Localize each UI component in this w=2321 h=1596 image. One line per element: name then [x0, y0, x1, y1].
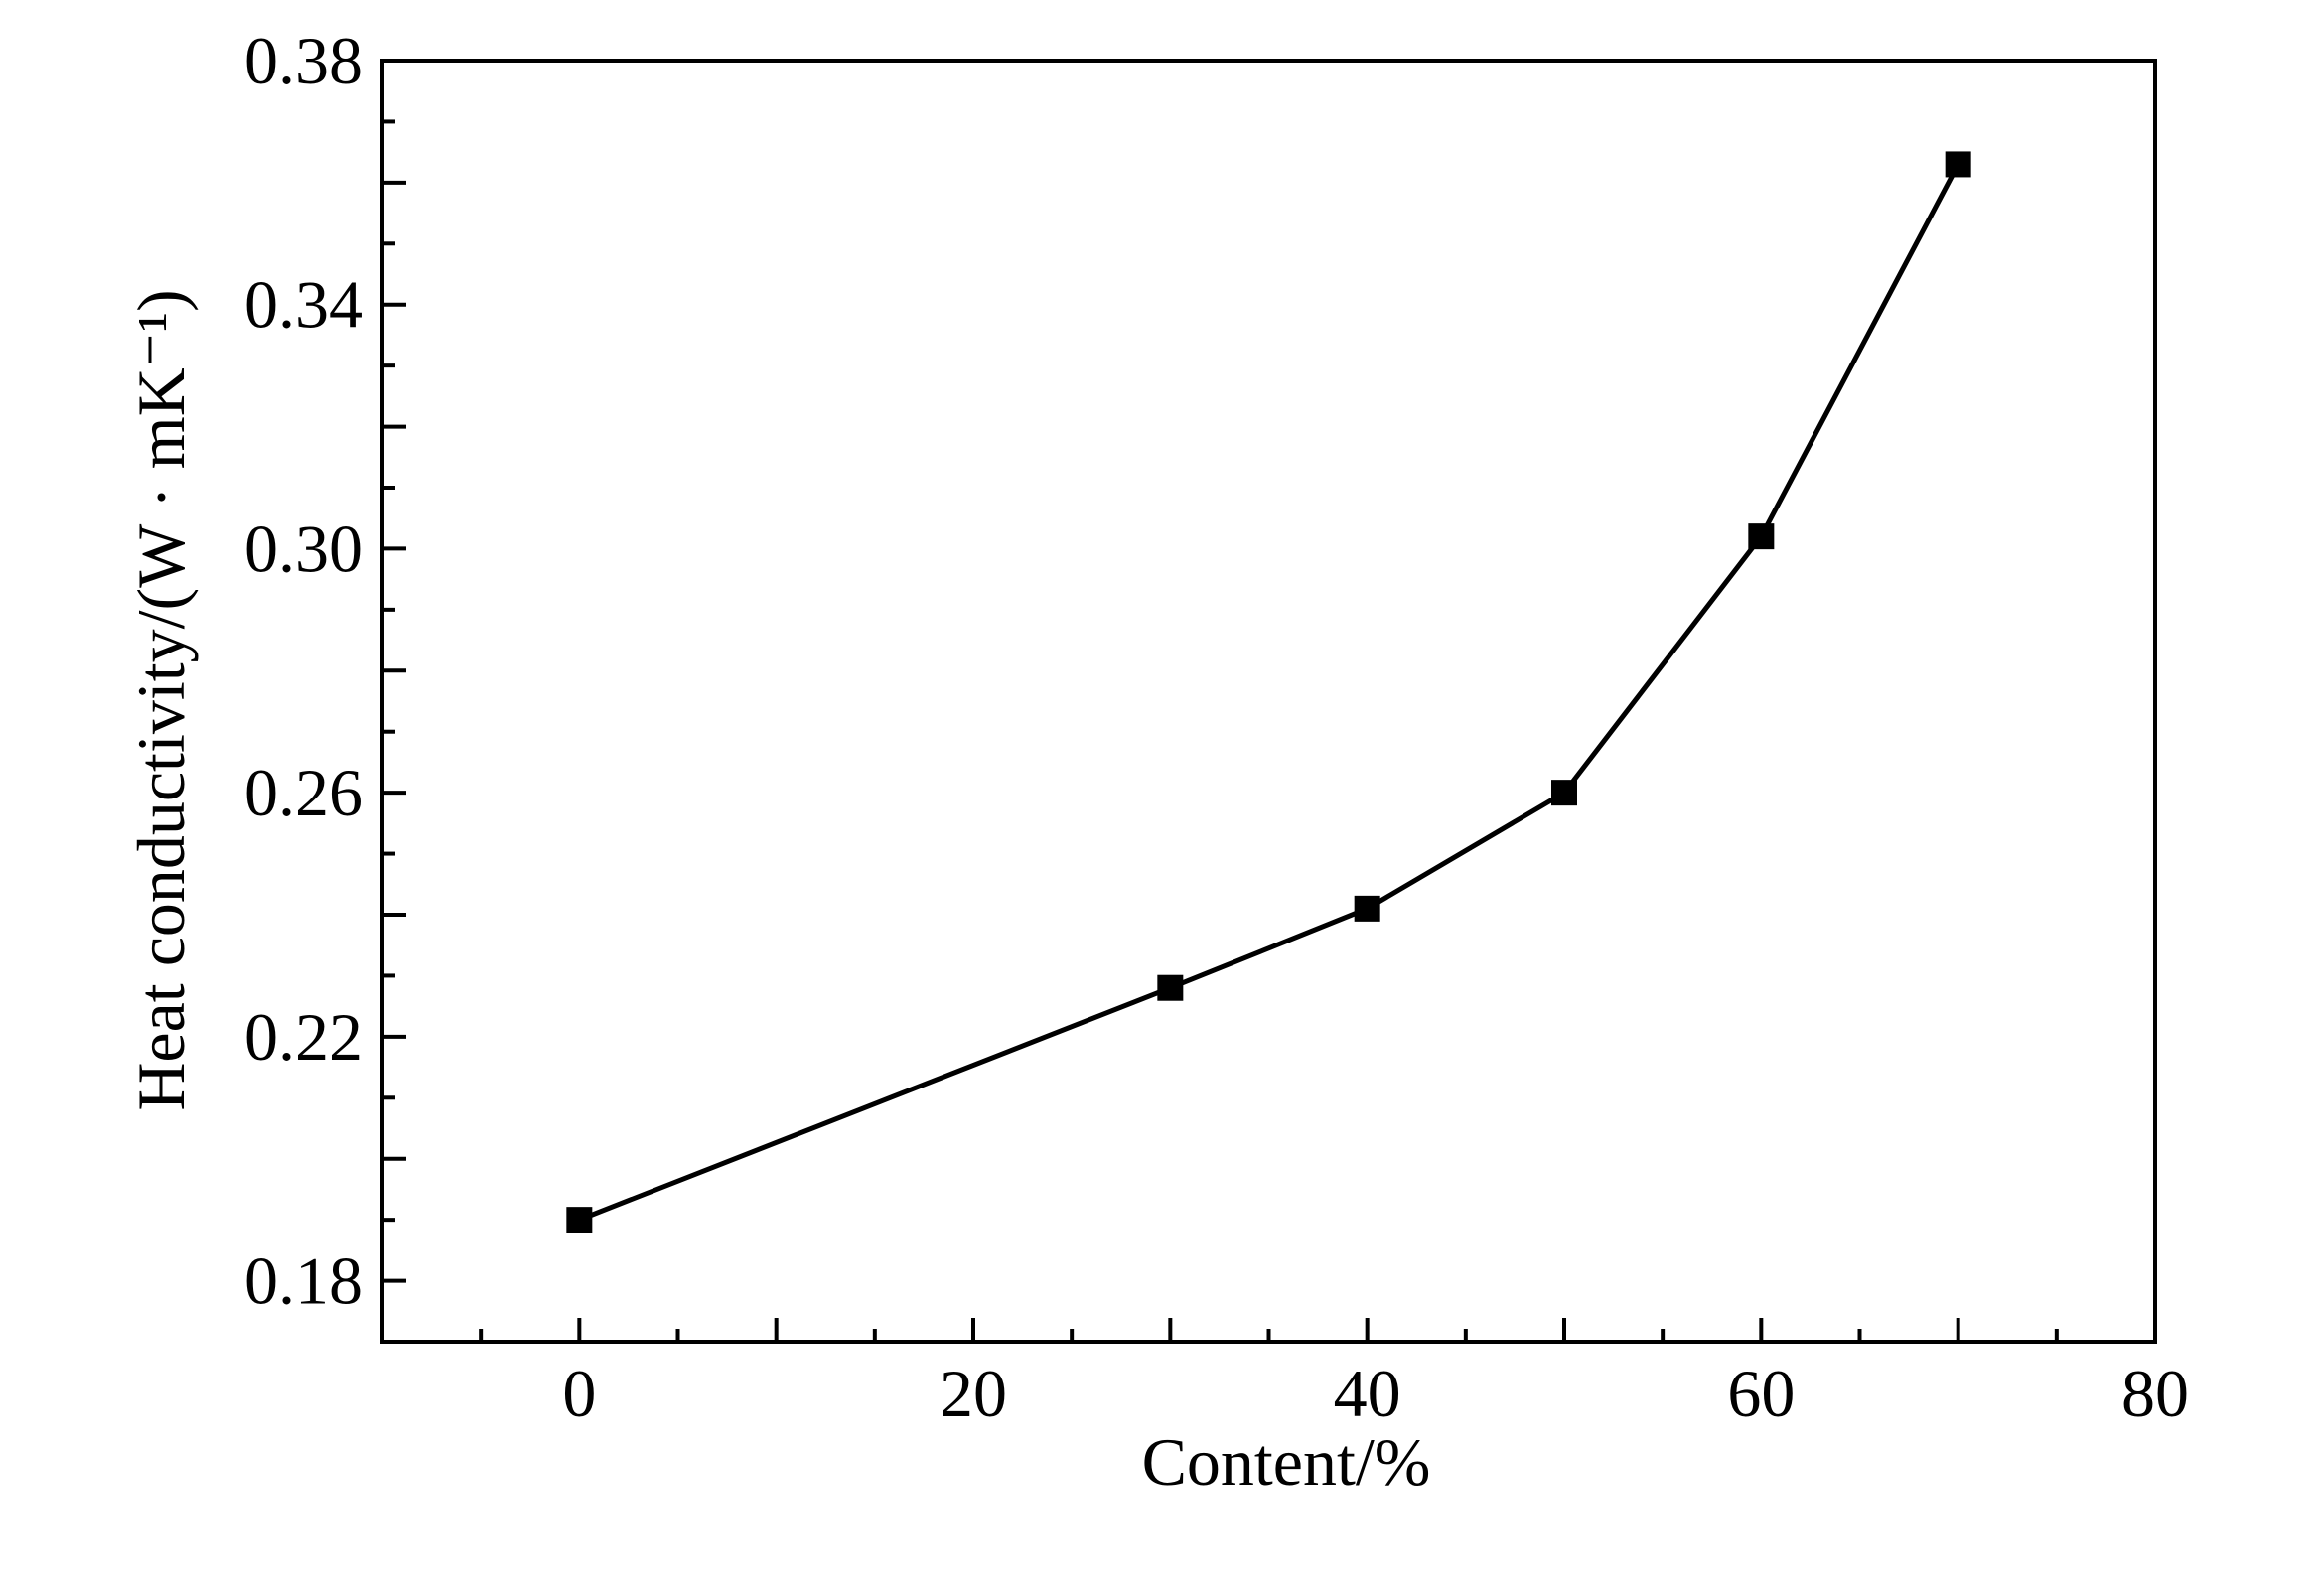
y-tick-label: 0.22	[244, 999, 363, 1075]
data-point-marker	[1157, 974, 1184, 1001]
x-axis-ticks	[479, 1318, 2059, 1342]
series-markers	[566, 151, 1971, 1233]
data-point-marker	[1748, 523, 1775, 550]
data-point-marker	[566, 1207, 593, 1233]
data-point-marker	[1354, 895, 1380, 922]
y-tick-label: 0.18	[244, 1243, 363, 1319]
x-tick-label: 60	[1727, 1356, 1795, 1431]
data-point-marker	[1551, 780, 1577, 806]
x-axis-tick-labels: 0 20 40 60 80	[562, 1356, 2189, 1431]
x-tick-label: 40	[1334, 1356, 1401, 1431]
x-tick-label: 0	[562, 1356, 596, 1431]
y-tick-label: 0.34	[244, 267, 363, 343]
x-axis-title: Content/%	[1142, 1424, 1431, 1500]
y-axis-title: Heat conductivity/(W · mK⁻¹)	[123, 289, 199, 1110]
data-point-marker	[1945, 151, 1971, 178]
x-tick-label: 80	[2121, 1356, 2189, 1431]
y-tick-label: 0.38	[244, 23, 363, 98]
plot-frame	[380, 59, 2157, 1344]
series-line	[578, 163, 1960, 1223]
y-tick-label: 0.26	[244, 755, 363, 830]
y-axis-tick-labels: 0.18 0.22 0.26 0.30 0.34 0.38	[244, 23, 363, 1319]
y-tick-label: 0.30	[244, 510, 363, 586]
x-tick-label: 20	[940, 1356, 1007, 1431]
y-axis-ticks	[382, 119, 406, 1283]
